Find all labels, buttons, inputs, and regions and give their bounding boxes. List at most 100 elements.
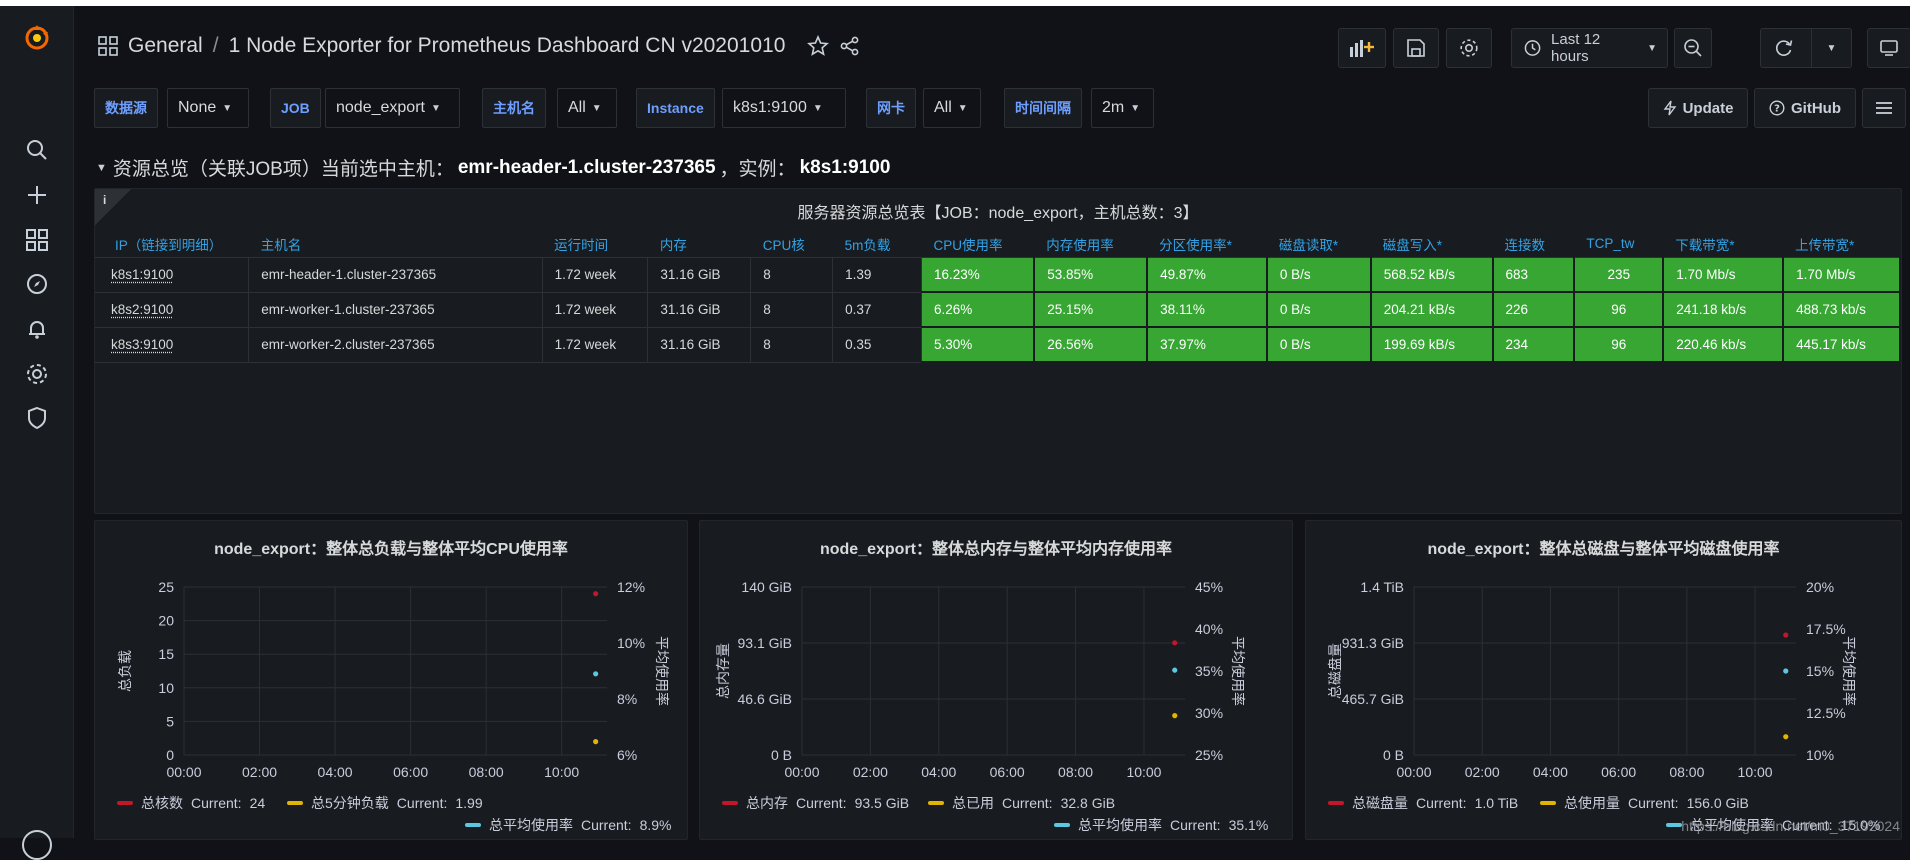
grafana-logo-icon[interactable] — [22, 22, 52, 52]
dashboard-settings-button[interactable] — [1446, 28, 1492, 68]
data-point — [1783, 734, 1788, 739]
refresh-interval-chevron-icon[interactable]: ▼ — [1811, 29, 1851, 67]
legend-current-value: 156.0 GiB — [1687, 795, 1749, 811]
resource-table: IP（链接到明细） 主机名 运行时间 内存 CPU核 5m负载 CPU使用率 内… — [95, 231, 1901, 363]
table-cell: 0 B/s — [1267, 292, 1371, 327]
dashboard-links-menu-button[interactable] — [1862, 88, 1906, 128]
col-header-hostname[interactable]: 主机名 — [249, 231, 542, 257]
col-header-cpu-cores[interactable]: CPU核 — [751, 231, 833, 257]
table-cell: 38.11% — [1147, 292, 1267, 327]
gear-icon — [1459, 38, 1479, 58]
y2-tick-label: 45% — [1195, 579, 1223, 595]
col-header-partition-usage[interactable]: 分区使用率* — [1147, 231, 1267, 257]
col-header-ip[interactable]: IP（链接到明细） — [95, 231, 249, 257]
search-icon[interactable] — [22, 135, 52, 165]
github-link-label: GitHub — [1791, 100, 1841, 117]
tv-mode-button[interactable] — [1867, 28, 1910, 68]
table-cell: 31.16 GiB — [648, 257, 751, 292]
y2-tick-label: 20% — [1806, 579, 1834, 595]
add-panel-button[interactable] — [1338, 28, 1386, 68]
table-cell: 0.37 — [833, 292, 922, 327]
variable-select-interval[interactable]: 2m ▼ — [1091, 88, 1154, 128]
col-header-download[interactable]: 下载带宽* — [1663, 231, 1783, 257]
chevron-down-icon: ▼ — [222, 103, 232, 114]
table-cell: 1.72 week — [542, 257, 648, 292]
resource-table-panel: i 服务器资源总览表【JOB：node_export，主机总数：3】 IP（链接… — [94, 188, 1902, 514]
legend-series-name: 总使用量 — [1564, 793, 1620, 813]
explore-compass-icon[interactable] — [22, 269, 52, 299]
variable-select-hostname[interactable]: All ▼ — [557, 88, 617, 128]
breadcrumb-folder[interactable]: General — [128, 34, 203, 58]
dashboards-icon[interactable] — [22, 225, 52, 255]
col-header-disk-write[interactable]: 磁盘写入* — [1371, 231, 1493, 257]
host-detail-link[interactable]: k8s1:9100 — [111, 267, 173, 282]
refresh-icon — [1773, 38, 1795, 58]
refresh-button[interactable]: ▼ — [1760, 28, 1852, 68]
chevron-down-icon: ▼ — [431, 103, 441, 114]
legend-item[interactable]: 总平均使用率 Current: 8.9% — [465, 815, 672, 835]
configuration-gear-icon[interactable] — [22, 359, 52, 389]
legend-item[interactable]: 总磁盘量 Current: 1.0 TiB — [1328, 793, 1518, 813]
row-collapse-chevron-icon: ▼ — [96, 162, 107, 174]
col-header-connections[interactable]: 连接数 — [1493, 231, 1575, 257]
table-cell[interactable]: k8s2:9100 — [95, 292, 249, 327]
time-picker-button[interactable]: Last 12 hours ▼ — [1511, 28, 1668, 68]
side-menu — [0, 6, 74, 838]
update-link-button[interactable]: Update — [1648, 88, 1748, 128]
row-title-separator: ，实例： — [720, 154, 796, 181]
x-tick-label: 04:00 — [921, 764, 956, 780]
col-header-mem-usage[interactable]: 内存使用率 — [1034, 231, 1147, 257]
legend-current-value: 24 — [250, 795, 266, 811]
host-detail-link[interactable]: k8s3:9100 — [111, 337, 173, 352]
variable-select-instance[interactable]: k8s1:9100 ▼ — [722, 88, 846, 128]
legend-item[interactable]: 总平均使用率 Current: 35.1% — [1054, 815, 1268, 835]
y-tick-label: 46.6 GiB — [738, 691, 792, 707]
zoom-out-button[interactable] — [1674, 28, 1712, 68]
row-title-instance: k8s1:9100 — [800, 157, 891, 179]
table-cell: 31.16 GiB — [648, 292, 751, 327]
table-cell: 8 — [751, 292, 833, 327]
legend-series-name: 总核数 — [141, 793, 183, 813]
legend-item[interactable]: 总核数 Current: 24 — [117, 793, 265, 813]
variable-select-datasource[interactable]: None ▼ — [167, 88, 249, 128]
col-header-memory[interactable]: 内存 — [648, 231, 751, 257]
table-cell[interactable]: k8s3:9100 — [95, 327, 249, 362]
save-dashboard-button[interactable] — [1393, 28, 1439, 68]
legend-item[interactable]: 总内存 Current: 93.5 GiB — [722, 793, 909, 813]
legend-item[interactable]: 总已用 Current: 32.8 GiB — [928, 793, 1115, 813]
variable-select-nic[interactable]: All ▼ — [923, 88, 981, 128]
table-cell[interactable]: k8s1:9100 — [95, 257, 249, 292]
legend-swatch-yellow — [928, 801, 944, 805]
share-icon[interactable] — [839, 35, 861, 57]
row-header-resource-overview[interactable]: ▼ 资源总览（关联JOB项）当前选中主机： emr-header-1.clust… — [96, 154, 890, 181]
col-header-load5[interactable]: 5m负载 — [833, 231, 922, 257]
github-link-button[interactable]: ? GitHub — [1754, 88, 1856, 128]
data-point — [1172, 640, 1177, 645]
legend-item[interactable]: 总使用量 Current: 156.0 GiB — [1540, 793, 1749, 813]
zoom-out-icon — [1683, 38, 1703, 58]
legend-series-name: 总平均使用率 — [489, 815, 573, 835]
server-admin-shield-icon[interactable] — [22, 403, 52, 433]
col-header-tcp-tw[interactable]: TCP_tw — [1574, 231, 1663, 257]
variable-select-job[interactable]: node_export ▼ — [325, 88, 460, 128]
col-header-uptime[interactable]: 运行时间 — [542, 231, 648, 257]
legend-item[interactable]: 总5分钟负载 Current: 1.99 — [287, 793, 483, 813]
table-cell: 53.85% — [1034, 257, 1147, 292]
plus-icon[interactable] — [22, 180, 52, 210]
data-point — [1783, 632, 1788, 637]
col-header-disk-read[interactable]: 磁盘读取* — [1267, 231, 1371, 257]
y-tick-label: 140 GiB — [741, 579, 792, 595]
star-icon[interactable] — [807, 35, 829, 57]
hamburger-menu-icon — [1875, 100, 1893, 116]
table-body: k8s1:9100 emr-header-1.cluster-237365 1.72… — [95, 257, 1900, 362]
legend-series-name: 总磁盘量 — [1352, 793, 1408, 813]
alerting-bell-icon[interactable] — [22, 314, 52, 344]
table-cell: 1.70 Mb/s — [1663, 257, 1783, 292]
col-header-upload[interactable]: 上传带宽* — [1783, 231, 1900, 257]
col-header-cpu-usage[interactable]: CPU使用率 — [921, 231, 1034, 257]
dashboard-title[interactable]: 1 Node Exporter for Prometheus Dashboard… — [229, 34, 786, 58]
legend-current-value: 93.5 GiB — [855, 795, 909, 811]
host-detail-link[interactable]: k8s2:9100 — [111, 302, 173, 317]
user-avatar[interactable] — [22, 830, 52, 860]
x-tick-label: 10:00 — [1126, 764, 1161, 780]
